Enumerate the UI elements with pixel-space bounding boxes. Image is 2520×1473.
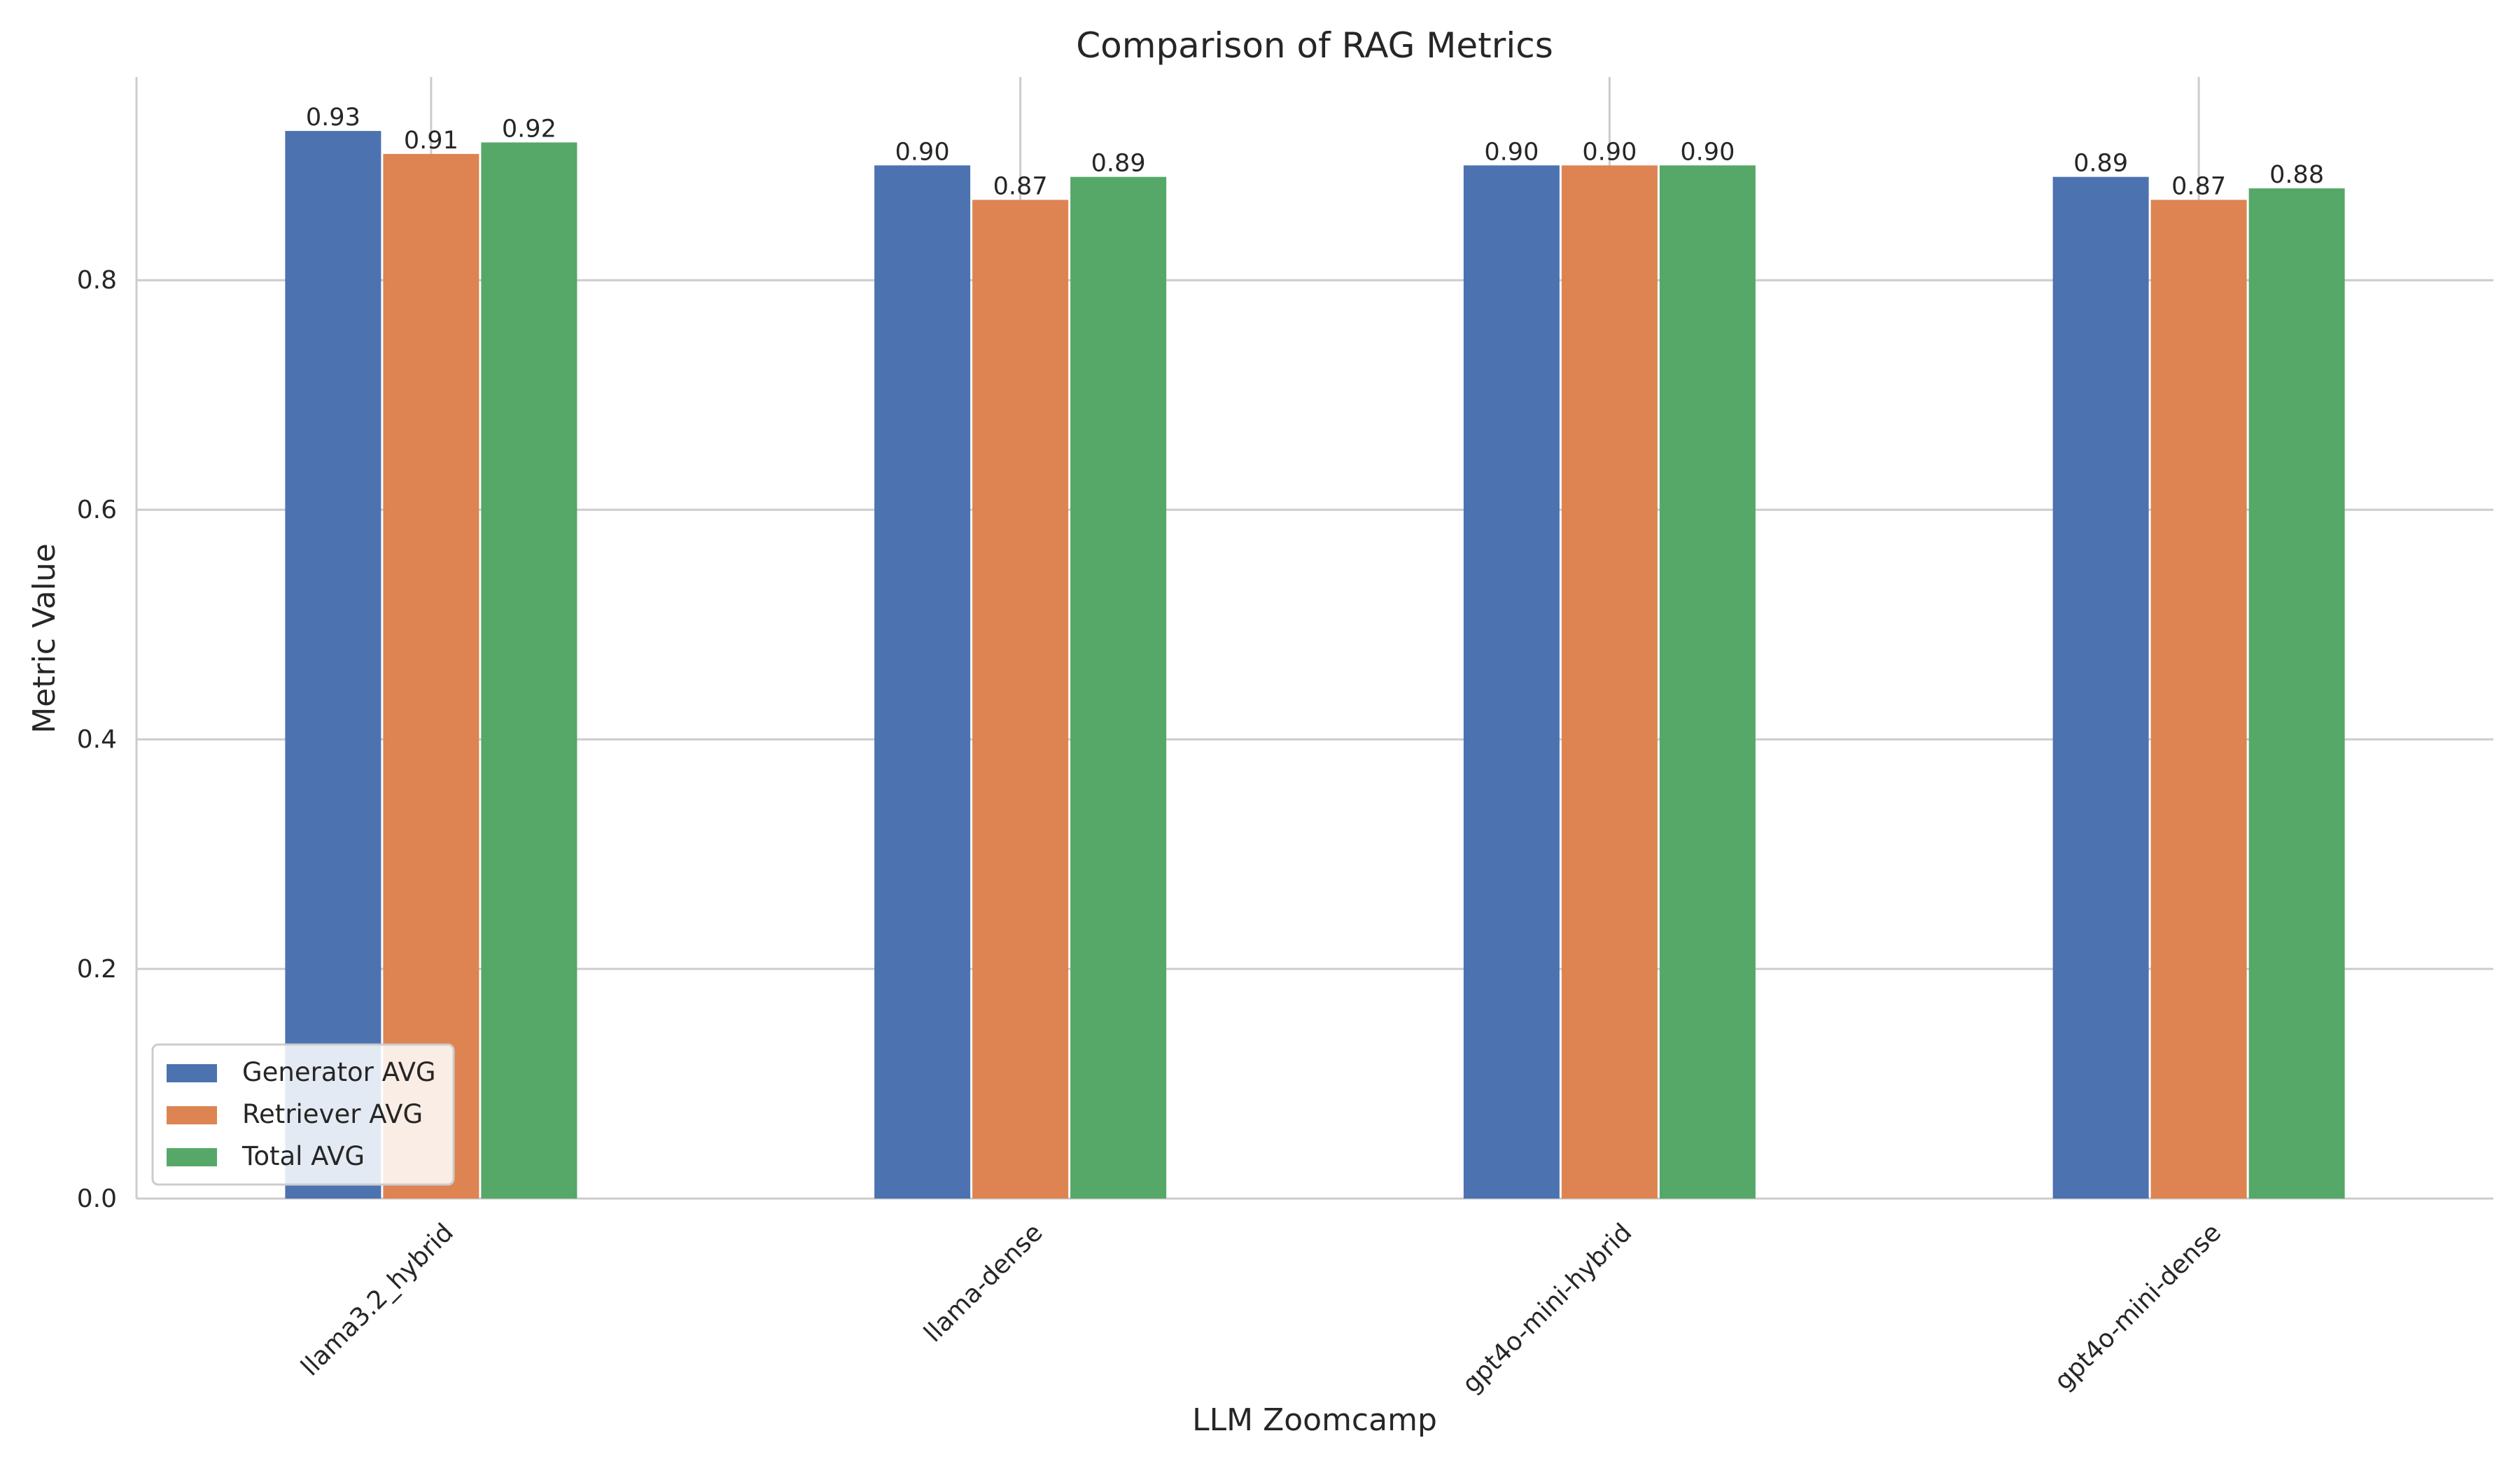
bar-value-label: 0.87 bbox=[993, 172, 1048, 200]
bar-value-label: 0.88 bbox=[2269, 161, 2324, 189]
bar bbox=[1659, 165, 1756, 1199]
bar-value-label: 0.93 bbox=[306, 104, 360, 132]
y-tick-label: 0.2 bbox=[77, 955, 117, 984]
bar-value-label: 0.92 bbox=[502, 115, 556, 143]
bar-value-label: 0.89 bbox=[1091, 150, 1146, 178]
legend-label: Retriever AVG bbox=[242, 1099, 423, 1129]
legend-box bbox=[151, 1043, 455, 1186]
x-axis-label: LLM Zoomcamp bbox=[1192, 1402, 1437, 1438]
bar bbox=[1070, 176, 1167, 1199]
x-tick-label: gpt4o-mini-hybrid bbox=[1457, 1218, 1637, 1399]
bar bbox=[383, 153, 479, 1199]
bar bbox=[2150, 200, 2247, 1199]
x-tick-label: gpt4o-mini-dense bbox=[2049, 1218, 2227, 1396]
legend: Generator AVG Retriever AVG Total AVG bbox=[151, 1043, 455, 1186]
bar bbox=[1463, 165, 1560, 1199]
legend-label: Total AVG bbox=[241, 1141, 365, 1171]
bar-value-label: 0.90 bbox=[1582, 138, 1637, 166]
bar-value-label: 0.87 bbox=[2171, 172, 2226, 200]
chart-title: Comparison of RAG Metrics bbox=[1076, 25, 1553, 66]
legend-label: Generator AVG bbox=[242, 1057, 436, 1087]
bar-value-label: 0.90 bbox=[1680, 138, 1735, 166]
y-tick-label: 0.4 bbox=[77, 725, 117, 754]
y-tick-label: 0.8 bbox=[77, 266, 117, 295]
bar-value-label: 0.90 bbox=[895, 138, 950, 166]
legend-swatch bbox=[167, 1148, 217, 1166]
bar bbox=[1561, 165, 1658, 1199]
bar bbox=[481, 142, 578, 1199]
labels-layer: 0.93 0.91 0.92 0.90 0.87 0.89 0.90 0.90 0.90 0.89… bbox=[306, 104, 2324, 200]
bars-layer bbox=[285, 131, 2345, 1199]
x-tick-label: llama3.2_hybrid bbox=[295, 1218, 458, 1381]
bar bbox=[874, 165, 971, 1199]
x-tick-label: llama-dense bbox=[918, 1218, 1048, 1348]
y-tick-label: 0.0 bbox=[77, 1185, 117, 1213]
bar bbox=[2248, 188, 2345, 1199]
y-tick-label: 0.6 bbox=[77, 496, 117, 524]
bar bbox=[2052, 176, 2149, 1199]
legend-swatch bbox=[167, 1064, 217, 1082]
bar bbox=[972, 200, 1069, 1199]
bar-value-label: 0.90 bbox=[1484, 138, 1539, 166]
y-axis-label: Metric Value bbox=[27, 543, 62, 734]
bar-value-label: 0.91 bbox=[404, 127, 458, 155]
bar-value-label: 0.89 bbox=[2073, 150, 2128, 178]
legend-swatch bbox=[167, 1106, 217, 1124]
bar bbox=[285, 131, 382, 1199]
